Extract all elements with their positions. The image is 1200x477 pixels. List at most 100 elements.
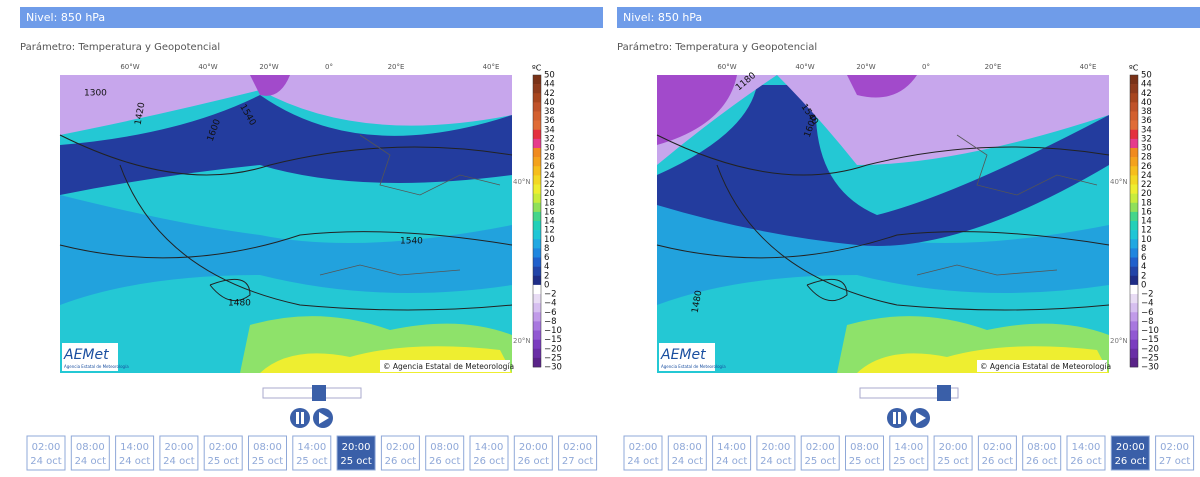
colorbar-label: 8 [544, 244, 549, 254]
slider-track[interactable] [859, 387, 959, 399]
contour-line [716, 164, 1110, 311]
colorbar-label: 24 [1141, 171, 1152, 181]
time-button[interactable] [623, 435, 663, 471]
time-button[interactable] [889, 435, 929, 471]
parameter-label: Parámetro: Temperatura y Geopotencial [617, 41, 817, 53]
colorbar-segment [533, 357, 541, 368]
colorbar-segment [533, 257, 541, 267]
colorbar-segment [1130, 120, 1138, 131]
colorbar-label: 8 [1141, 244, 1146, 254]
colorbar-label: −10 [1141, 326, 1159, 336]
time-button[interactable] [558, 435, 598, 471]
colorbar-label: 30 [544, 144, 555, 154]
time-hour: 08:00 [673, 442, 702, 453]
colorbar-segment [1130, 266, 1138, 277]
colorbar-label: −4 [544, 299, 557, 309]
slider-thumb[interactable] [937, 385, 951, 401]
time-button[interactable] [248, 435, 287, 471]
contour-label: 1420 [134, 101, 148, 126]
time-button[interactable] [1022, 435, 1062, 471]
colorbar-label: 12 [544, 226, 555, 236]
colorbar-label: −25 [1141, 353, 1159, 363]
time-button[interactable] [1155, 435, 1195, 471]
colorbar-label: 16 [1141, 207, 1152, 217]
time-button[interactable] [425, 435, 465, 471]
time-button[interactable] [292, 435, 332, 471]
colorbar-label: 2 [1141, 271, 1146, 281]
time-button[interactable] [977, 435, 1017, 471]
time-date: 26 oct [385, 456, 417, 467]
colorbar-label: −2 [1141, 290, 1154, 300]
time-button[interactable] [26, 435, 66, 471]
parameter-label: Parámetro: Temperatura y Geopotencial [20, 41, 220, 53]
time-button[interactable] [513, 435, 553, 471]
colorbar-segment [1130, 303, 1138, 313]
time-hour: 08:00 [1027, 442, 1056, 453]
pause-button[interactable] [290, 408, 310, 428]
colorbar-label: 24 [544, 171, 555, 181]
colorbar-segment [1130, 312, 1138, 322]
time-button[interactable] [933, 435, 973, 471]
time-button[interactable] [380, 435, 420, 471]
colorbar-segment [1130, 211, 1138, 222]
colorbar-label: −20 [1141, 344, 1159, 354]
time-button[interactable] [667, 435, 707, 471]
time-date: 26 oct [982, 456, 1014, 467]
colorbar-label: 2 [544, 271, 549, 281]
time-date: 25 oct [804, 456, 836, 467]
time-button[interactable] [1066, 435, 1106, 471]
time-date: 26 oct [1115, 456, 1147, 467]
logo-subtitle: Agencia Estatal de Meteorología [64, 364, 129, 369]
longitude-label: 40°W [795, 63, 814, 71]
colorbar-segment [533, 120, 541, 131]
slider-thumb[interactable] [312, 385, 326, 401]
time-hour: 20:00 [1116, 442, 1145, 453]
colorbar-label: 40 [544, 98, 555, 108]
time-date: 25 oct [207, 456, 239, 467]
time-button[interactable] [756, 435, 796, 471]
colorbar-segment [1130, 330, 1138, 340]
longitude-label: 0° [325, 63, 333, 71]
colorbar-segment [533, 239, 541, 249]
colorbar-label: 14 [1141, 217, 1152, 227]
coastline [319, 134, 501, 276]
colorbar-segment [533, 312, 541, 322]
colorbar-label: 36 [544, 116, 555, 126]
longitude-label: 40°E [1080, 63, 1097, 71]
contour-line [806, 278, 848, 302]
pause-button[interactable] [887, 408, 907, 428]
time-button[interactable] [469, 435, 509, 471]
time-button[interactable] [70, 435, 110, 471]
time-button[interactable] [203, 435, 243, 471]
colorbar-label: −15 [1141, 335, 1159, 345]
colorbar-segment [533, 294, 541, 304]
colorbar-segment [533, 175, 541, 185]
colorbar-segment [533, 193, 541, 204]
contour-line [209, 278, 251, 302]
colorbar-frame [532, 74, 542, 368]
colorbar-segment [1130, 129, 1138, 140]
logo-box [659, 343, 715, 371]
time-button[interactable] [159, 435, 199, 471]
colorbar-segment [1130, 102, 1138, 112]
level-header-bar [617, 7, 1200, 28]
time-button[interactable] [336, 435, 376, 471]
colorbar-segment [533, 93, 541, 103]
pause-icon [296, 412, 304, 424]
time-hour: 20:00 [164, 442, 193, 453]
time-button[interactable] [115, 435, 155, 471]
time-button[interactable] [800, 435, 840, 471]
contour-label: 1540 [400, 237, 423, 247]
time-button[interactable] [1110, 435, 1150, 471]
colorbar-segment [533, 275, 541, 286]
time-button[interactable] [712, 435, 752, 471]
colorbar-label: −8 [1141, 317, 1154, 327]
mid-area [60, 195, 512, 305]
latitude-label: 40°N [513, 178, 531, 186]
longitude-label: 0° [922, 63, 930, 71]
time-date: 24 oct [672, 456, 704, 467]
time-hour: 08:00 [430, 442, 459, 453]
colorbar-label: 0 [544, 280, 549, 290]
time-button[interactable] [845, 435, 884, 471]
